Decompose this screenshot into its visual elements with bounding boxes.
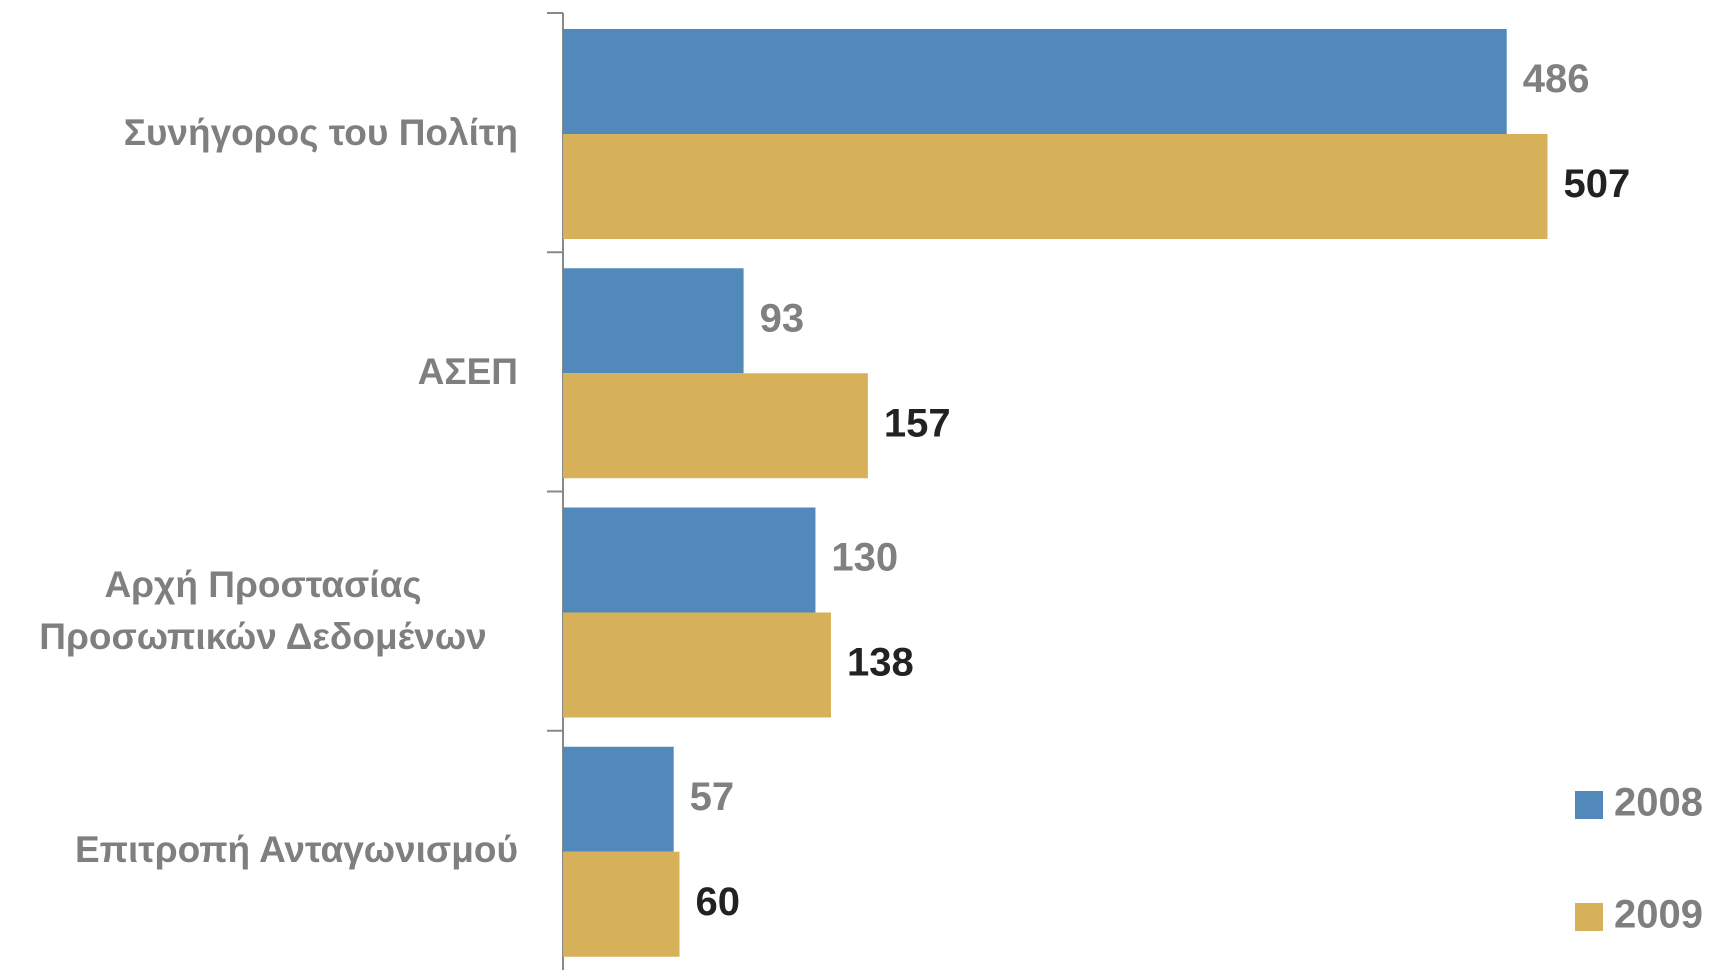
category-label: Αρχή Προστασίας Προσωπικών Δεδομένων: [39, 564, 487, 658]
category-label-box: Επιτροπή Ανταγωνισμού: [0, 731, 518, 970]
legend-swatch: [1575, 903, 1603, 931]
value-label: 60: [696, 880, 741, 924]
value-label: 157: [884, 401, 951, 445]
bar: [563, 373, 868, 479]
value-label: 57: [690, 775, 735, 819]
value-label: 486: [1523, 57, 1590, 101]
bar: [563, 746, 674, 852]
bar: [563, 268, 744, 374]
bar: [563, 612, 831, 718]
value-label: 138: [847, 641, 914, 685]
category-label-box: Αρχή Προστασίας Προσωπικών Δεδομένων: [0, 492, 518, 731]
bar: [563, 507, 816, 613]
legend-label: 2009: [1614, 893, 1703, 937]
bar: [563, 29, 1507, 134]
category-label: Συνήγορος του Πολίτη: [123, 111, 518, 153]
category-label-box: Συνήγορος του Πολίτη: [0, 13, 518, 252]
value-label: 507: [1564, 162, 1631, 206]
bar: [563, 134, 1548, 239]
value-label: 93: [760, 296, 805, 340]
legend-label: 2008: [1614, 781, 1703, 825]
bar: [563, 851, 680, 957]
category-label-box: ΑΣΕΠ: [0, 252, 518, 491]
legend-swatch: [1575, 791, 1603, 819]
value-label: 130: [831, 536, 898, 580]
category-label: Επιτροπή Ανταγωνισμού: [74, 829, 518, 871]
category-label: ΑΣΕΠ: [417, 350, 518, 392]
